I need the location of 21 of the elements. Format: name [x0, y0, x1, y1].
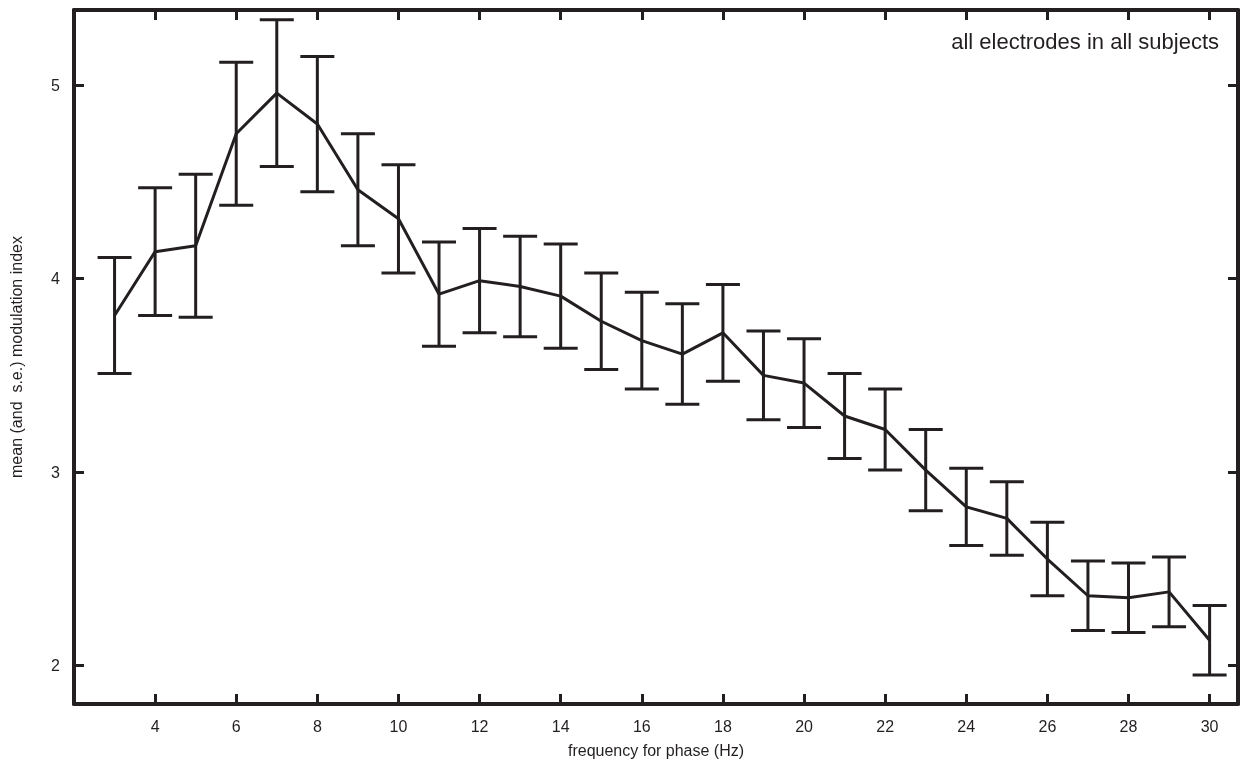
x-tick-label: 20: [795, 717, 814, 735]
x-tick-label: 30: [1200, 717, 1219, 735]
x-tick-label: 24: [957, 717, 976, 735]
y-axis-title: mean (and s.e.) modulation index: [7, 236, 25, 478]
x-tick-label: 10: [389, 717, 408, 735]
y-tick-label: 4: [51, 270, 61, 288]
x-tick-label: 26: [1038, 717, 1057, 735]
x-tick-label: 16: [632, 717, 651, 735]
x-tick-label: 4: [150, 717, 160, 735]
x-tick-label: 18: [714, 717, 732, 735]
x-axis-title: frequency for phase (Hz): [567, 741, 745, 759]
x-tick-label: 6: [231, 717, 241, 735]
x-tick-label: 28: [1119, 717, 1138, 735]
x-tick-label: 12: [470, 717, 489, 735]
x-tick-label: 22: [876, 717, 895, 735]
x-tick-label: 8: [312, 717, 322, 735]
y-tick-label: 3: [51, 463, 61, 481]
annotation: all electrodes in all subjects: [951, 28, 1220, 54]
x-tick-label: 14: [551, 717, 570, 735]
y-tick-label: 5: [51, 76, 61, 94]
y-tick-label: 2: [51, 656, 61, 674]
